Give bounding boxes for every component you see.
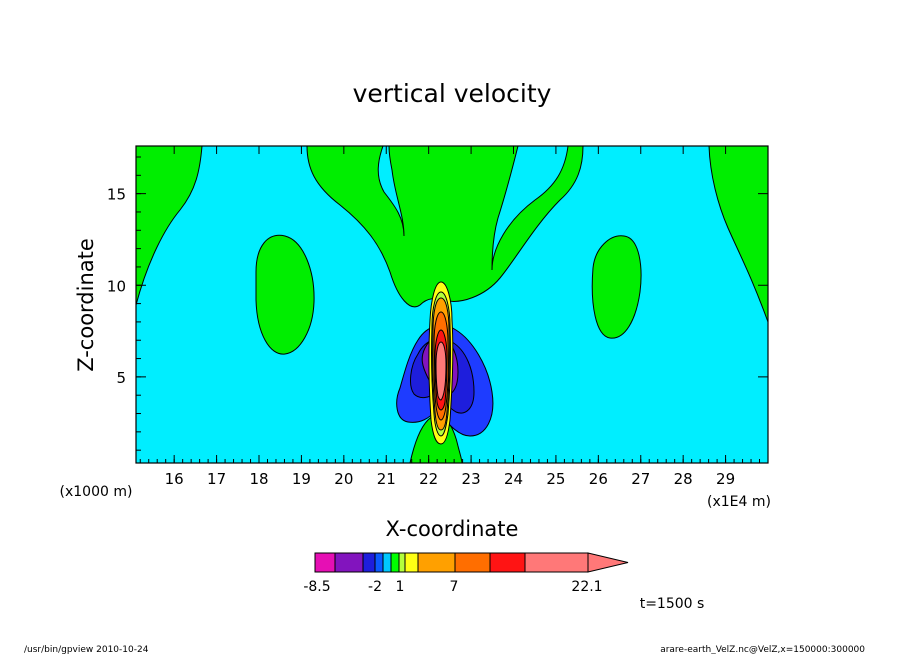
x-tick-label: 16 xyxy=(165,470,184,488)
contour-pink-core xyxy=(435,341,447,401)
colorbar-tick-label: -8.5 xyxy=(303,579,330,595)
colorbar-cell xyxy=(417,552,456,573)
x-unit-label: (x1E4 m) xyxy=(707,494,771,510)
colorbar-cell xyxy=(334,552,364,573)
x-tick-label: 18 xyxy=(249,470,268,488)
colorbar-cell xyxy=(374,552,384,573)
colorbar: -8.5 -2 1 7 22.1 xyxy=(303,552,629,595)
colorbar-cell xyxy=(524,552,589,573)
colorbar-tick-label: 22.1 xyxy=(571,579,602,595)
time-label: t=1500 s xyxy=(640,596,705,612)
colorbar-arrow xyxy=(587,552,629,573)
colorbar-cell xyxy=(489,552,526,573)
y-unit-label: (x1000 m) xyxy=(60,484,133,500)
chart-title: vertical velocity xyxy=(353,79,552,108)
contour-green-right-lobe xyxy=(591,235,642,339)
x-ticks: 16 17 18 19 20 21 22 23 24 25 26 27 28 29 xyxy=(139,146,769,488)
x-tick-label: 23 xyxy=(462,470,481,488)
colorbar-cells xyxy=(314,552,589,573)
colorbar-tick-label: 7 xyxy=(450,579,459,595)
x-tick-label: 29 xyxy=(716,470,735,488)
y-ticks: 5 10 15 xyxy=(107,156,768,451)
contour-green-left-upper xyxy=(135,145,203,306)
x-tick-label: 20 xyxy=(334,470,353,488)
colorbar-cell xyxy=(314,552,336,573)
x-tick-label: 25 xyxy=(546,470,565,488)
y-tick-label: 10 xyxy=(107,277,126,295)
colorbar-cell xyxy=(398,552,406,573)
x-tick-label: 22 xyxy=(419,470,438,488)
contour-green-right-upper xyxy=(708,145,769,323)
x-tick-label: 24 xyxy=(504,470,523,488)
colorbar-cell xyxy=(454,552,491,573)
colorbar-tick-label: -2 xyxy=(368,579,382,595)
colorbar-labels: -8.5 -2 1 7 22.1 xyxy=(303,579,602,595)
x-tick-label: 28 xyxy=(674,470,693,488)
colorbar-cell xyxy=(362,552,376,573)
footer-right: arare-earth_VelZ.nc@VelZ,x=150000:300000 xyxy=(660,645,865,654)
x-tick-label: 27 xyxy=(631,470,650,488)
colorbar-cell xyxy=(390,552,400,573)
y-axis-label: Z-coordinate xyxy=(74,238,98,372)
plot-frame xyxy=(135,145,769,464)
footer-left: /usr/bin/gpview 2010-10-24 xyxy=(24,645,149,654)
x-axis-label: X-coordinate xyxy=(386,517,519,541)
plot-area: 16 17 18 19 20 21 22 23 24 25 26 27 28 29 5 10 15 xyxy=(107,145,769,488)
y-tick-label: 5 xyxy=(116,369,126,387)
x-tick-label: 26 xyxy=(589,470,608,488)
colorbar-cell xyxy=(404,552,419,573)
x-tick-label: 21 xyxy=(377,470,396,488)
contour-green-left-lobe xyxy=(255,234,315,355)
colorbar-tick-label: 1 xyxy=(396,579,405,595)
y-tick-label: 15 xyxy=(107,186,126,204)
contour-green-upper-middle xyxy=(306,145,584,308)
x-tick-label: 17 xyxy=(207,470,226,488)
colorbar-cell xyxy=(382,552,392,573)
x-tick-label: 19 xyxy=(292,470,311,488)
